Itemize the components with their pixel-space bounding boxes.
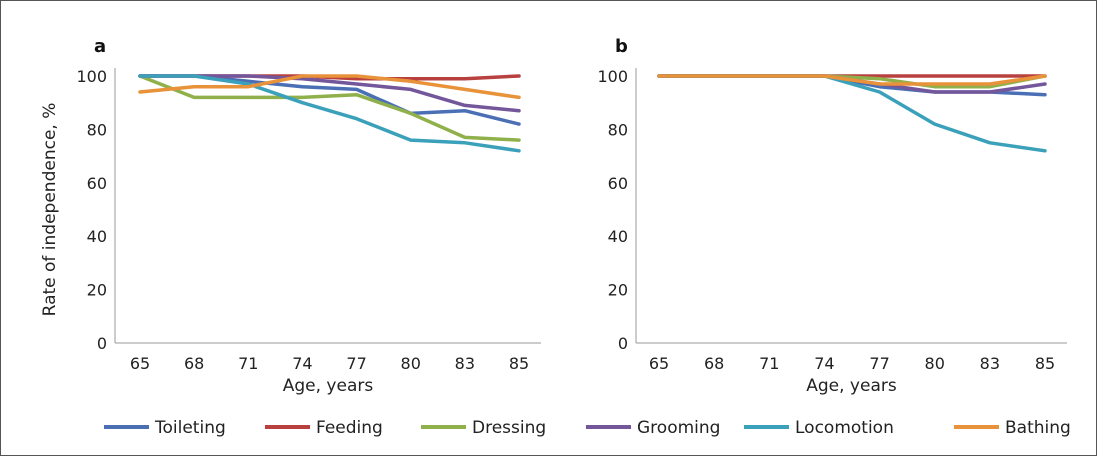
series-line-locomotion-a xyxy=(138,74,521,153)
x-tick-label: 77 xyxy=(346,354,366,373)
legend-label-toileting: Toileting xyxy=(154,418,226,438)
y-tick-label: 40 xyxy=(608,227,628,246)
x-axis-title-1: Age, years xyxy=(806,376,897,396)
x-tick-label: 77 xyxy=(869,354,889,373)
legend-label-grooming: Grooming xyxy=(637,418,720,438)
y-tick-label: 20 xyxy=(608,281,628,300)
x-tick-label: 85 xyxy=(509,354,529,373)
legend-label-bathing: Bathing xyxy=(1005,418,1071,438)
y-tick-label: 100 xyxy=(597,67,628,86)
series-line-dressing-a xyxy=(138,74,521,142)
legend-label-locomotion: Locomotion xyxy=(795,418,894,438)
x-tick-label: 83 xyxy=(980,354,1000,373)
legend-label-dressing: Dressing xyxy=(472,418,546,438)
y-tick-label: 0 xyxy=(618,334,628,353)
x-tick-label: 83 xyxy=(455,354,475,373)
x-tick-label: 65 xyxy=(649,354,669,373)
x-tick-label: 80 xyxy=(401,354,421,373)
x-tick-label: 74 xyxy=(292,354,312,373)
y-tick-label: 60 xyxy=(87,174,107,193)
x-tick-label: 71 xyxy=(238,354,258,373)
series-line-toileting-a xyxy=(138,74,521,126)
series-line-grooming-a xyxy=(138,74,521,113)
y-tick-label: 80 xyxy=(608,120,628,139)
x-tick-label: 85 xyxy=(1035,354,1055,373)
x-tick-label: 80 xyxy=(925,354,945,373)
y-tick-label: 60 xyxy=(608,174,628,193)
x-tick-label: 68 xyxy=(704,354,724,373)
series-line-bathing-b xyxy=(657,74,1047,86)
x-tick-label: 68 xyxy=(184,354,204,373)
x-tick-label: 71 xyxy=(759,354,779,373)
x-axis-title-0: Age, years xyxy=(283,376,374,396)
y-tick-label: 20 xyxy=(87,281,107,300)
series-line-bathing-a xyxy=(138,74,521,100)
panel-label-b: b xyxy=(615,36,628,57)
y-tick-label: 80 xyxy=(87,120,107,139)
legend-label-feeding: Feeding xyxy=(316,418,383,438)
x-tick-label: 65 xyxy=(130,354,150,373)
y-axis-title-0: Rate of independence, % xyxy=(40,103,60,317)
y-tick-label: 40 xyxy=(87,227,107,246)
y-tick-label: 0 xyxy=(97,334,107,353)
y-tick-label: 100 xyxy=(76,67,107,86)
panel-label-a: a xyxy=(94,36,106,57)
x-tick-label: 74 xyxy=(814,354,834,373)
